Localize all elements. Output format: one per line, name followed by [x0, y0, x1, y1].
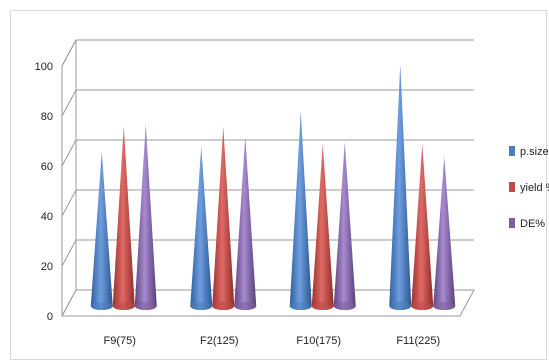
cone-yield--2	[212, 126, 235, 310]
x-tick-label: F2(125)	[200, 335, 239, 347]
gridlines	[61, 39, 474, 267]
legend-label: DE%	[520, 218, 545, 230]
cones	[90, 64, 456, 310]
y-tick-label: 40	[41, 211, 53, 223]
legend: p.size yield % DE%	[509, 146, 549, 230]
cone-de--1	[134, 124, 157, 310]
legend-swatch	[509, 146, 515, 156]
y-tick-label: 80	[41, 111, 53, 123]
cone-de--2	[234, 136, 257, 310]
x-tick-label: F11(225)	[396, 335, 440, 347]
x-tick-label: F10(175)	[296, 335, 341, 347]
cone-yield--3	[311, 144, 334, 310]
cone-de--3	[333, 141, 356, 310]
gridline	[61, 39, 474, 67]
legend-label: yield %	[520, 182, 549, 194]
y-tick-label: 0	[47, 311, 53, 323]
x-axis-labels: F9(75) F2(125) F10(175) F11(225)	[104, 335, 441, 347]
cone-yield--4	[411, 144, 434, 310]
y-tick-label: 100	[35, 61, 53, 73]
gridline	[61, 89, 474, 117]
cone-p-size-1	[90, 151, 113, 310]
cone-p-size-2	[190, 146, 213, 310]
cone-yield--1	[112, 126, 135, 310]
legend-item: p.size	[509, 146, 549, 158]
floor	[61, 289, 475, 317]
legend-item: yield %	[509, 182, 549, 194]
y-tick-label: 60	[41, 161, 53, 173]
cone-p-size-3	[289, 111, 312, 310]
gridline	[61, 189, 474, 217]
legend-item: DE%	[509, 218, 545, 230]
side-wall	[61, 39, 77, 317]
cone-de--4	[433, 156, 456, 310]
cone-p-size-4	[389, 64, 412, 310]
x-tick-label: F9(75)	[104, 335, 136, 347]
legend-swatch	[509, 218, 515, 228]
y-tick-label: 20	[41, 261, 53, 273]
legend-swatch	[509, 182, 515, 192]
gridline	[61, 139, 474, 167]
y-axis-ticks: 0 20 40 60 80 100	[35, 61, 53, 323]
legend-label: p.size	[520, 146, 549, 158]
